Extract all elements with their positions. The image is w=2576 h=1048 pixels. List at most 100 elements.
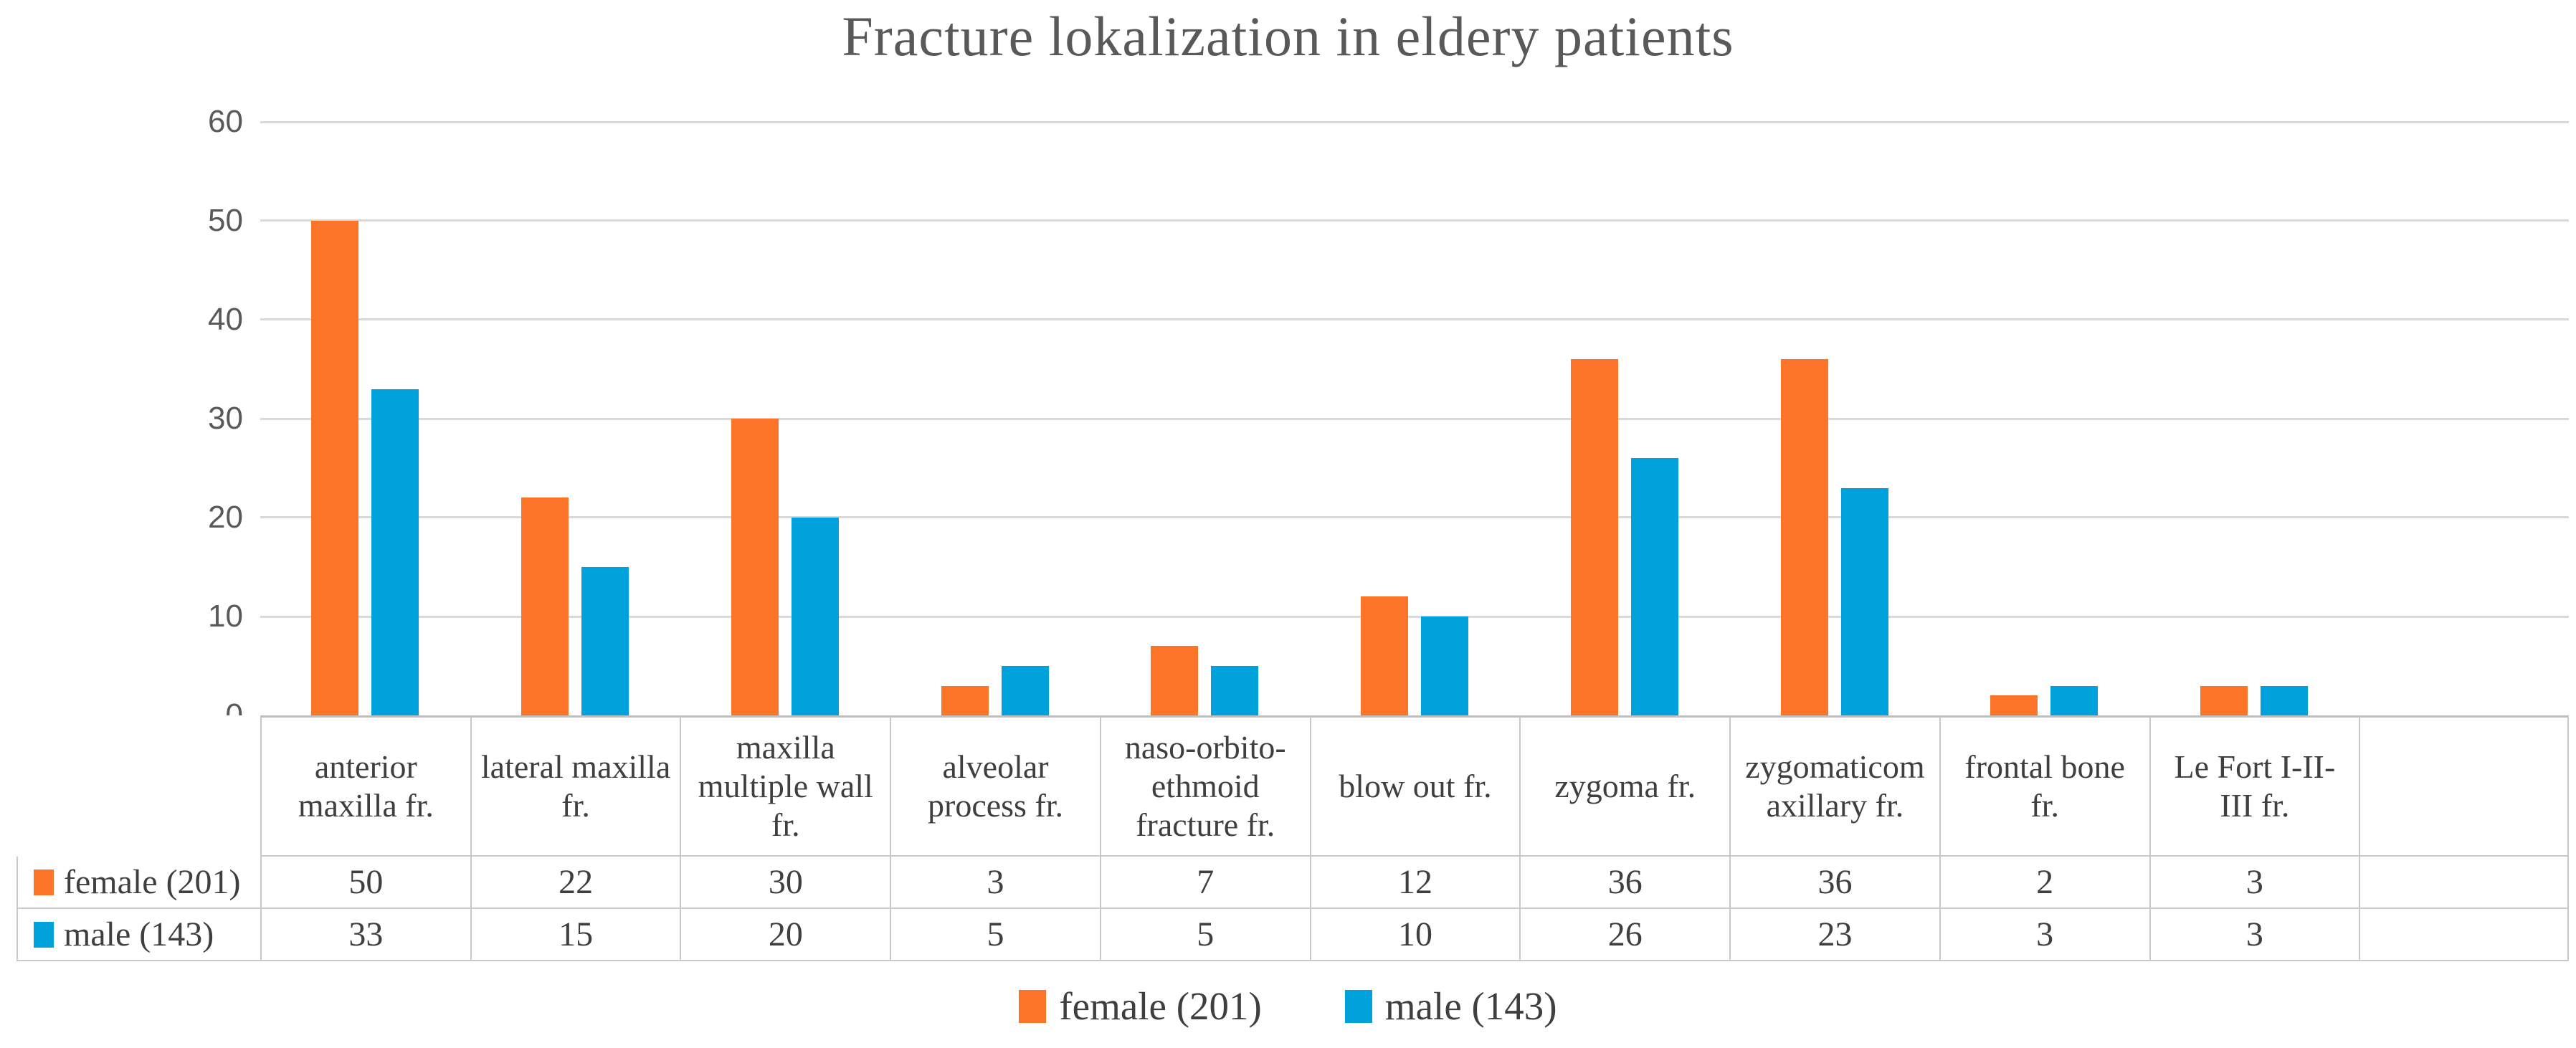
series-name-cell: female (201): [16, 857, 260, 909]
category-label-cell: alveolar process fr.: [890, 715, 1100, 857]
data-table: anterior maxilla fr. lateral maxilla fr. m…: [16, 715, 2569, 961]
category-column: [1729, 122, 1939, 715]
gridline-60: [260, 120, 2569, 123]
category-label-cell: Le Fort I-II- III fr.: [2149, 715, 2359, 857]
category-column: [890, 122, 1100, 715]
series-name-label: male (143): [64, 915, 214, 953]
table-value-cell: 12: [1309, 857, 1520, 909]
table-value-cell: [2359, 857, 2569, 909]
gridline-30: [260, 417, 2569, 420]
category-label-cell: frontal bone fr.: [1939, 715, 2149, 857]
y-axis-tick-label: 10: [208, 599, 243, 634]
bar-female-3: [731, 419, 779, 715]
gridline-50: [260, 219, 2569, 222]
category-label-cell: lateral maxilla fr.: [470, 715, 680, 857]
bar-female-1: [311, 221, 359, 715]
legend-item: male (143): [1344, 983, 1557, 1029]
y-axis-tick-label: 50: [208, 202, 243, 238]
table-corner-empty: [16, 715, 260, 857]
table-value-cell: 3: [2149, 857, 2359, 909]
bar-series-area: [260, 122, 2569, 715]
category-label-cell: [2359, 715, 2569, 857]
category-column: [2149, 122, 2359, 715]
series-name-label: female (201): [64, 863, 241, 901]
table-value-cell: 26: [1519, 909, 1730, 961]
legend-label: male (143): [1384, 984, 1557, 1028]
category-column: [470, 122, 680, 715]
bar-female-4: [941, 685, 989, 715]
bar-male-7: [1630, 458, 1678, 715]
category-column: [680, 122, 890, 715]
bar-male-8: [1840, 487, 1888, 715]
table-value-cell: 10: [1309, 909, 1520, 961]
bar-female-5: [1151, 646, 1199, 715]
table-value-cell: 15: [470, 909, 680, 961]
bar-male-5: [1211, 666, 1259, 715]
bar-pair: [1780, 122, 1888, 715]
bar-pair: [941, 122, 1049, 715]
gridline-10: [260, 615, 2569, 618]
bar-male-1: [371, 389, 419, 715]
y-axis-tick-label: 30: [208, 401, 243, 436]
category-column: [1310, 122, 1520, 715]
bar-pair: [1361, 122, 1469, 715]
table-value-cell: 22: [470, 857, 680, 909]
table-value-cell: 5: [1099, 909, 1310, 961]
table-value-cell: [2359, 909, 2569, 961]
category-label-cell: maxilla multiple wall fr.: [680, 715, 890, 857]
table-value-cell: 3: [1939, 909, 2149, 961]
table-value-cell: 20: [680, 909, 890, 961]
bar-female-10: [2200, 685, 2248, 715]
legend-swatch: [1344, 989, 1372, 1023]
table-value-cell: 5: [890, 909, 1100, 961]
table-value-cell: 36: [1519, 857, 1730, 909]
table-value-cell: 36: [1729, 857, 1939, 909]
plot-area: 0102030405060: [208, 104, 2569, 733]
series-key-swatch: [34, 869, 54, 895]
table-value-cell: 2: [1939, 857, 2149, 909]
bar-female-9: [1990, 695, 2038, 715]
table-value-cell: 3: [2149, 909, 2359, 961]
bar-male-6: [1421, 616, 1469, 715]
y-axis-tick-label: 60: [208, 104, 243, 139]
y-axis-tick-label: 40: [208, 301, 243, 337]
table-value-cell: 50: [260, 857, 470, 909]
bar-pair: [1990, 122, 2099, 715]
bar-pair: [731, 122, 839, 715]
table-value-cell: 3: [890, 857, 1100, 909]
series-name-cell: male (143): [16, 909, 260, 961]
gridline-20: [260, 516, 2569, 519]
bar-pair: [2200, 122, 2308, 715]
bar-female-2: [521, 497, 569, 715]
table-value-cell: 7: [1099, 857, 1310, 909]
bar-pair: [1570, 122, 1678, 715]
table-value-cell: 33: [260, 909, 470, 961]
table-value-cell: 23: [1729, 909, 1939, 961]
category-column: [2359, 122, 2569, 715]
bar-male-4: [1001, 666, 1049, 715]
category-label-cell: blow out fr.: [1309, 715, 1520, 857]
bar-male-3: [791, 518, 839, 715]
category-column: [1100, 122, 1310, 715]
bar-male-9: [2050, 685, 2099, 715]
gridline-40: [260, 318, 2569, 321]
chart-title: Fracture lokalization in eldery patients: [842, 5, 1734, 67]
category-label-cell: anterior maxilla fr.: [260, 715, 470, 857]
legend-item: female (201): [1019, 983, 1262, 1029]
bar-male-10: [2260, 685, 2308, 715]
bar-pair: [1151, 122, 1259, 715]
category-label-cell: naso-orbito- ethmoid fracture fr.: [1099, 715, 1310, 857]
category-label-cell: zygoma fr.: [1519, 715, 1730, 857]
category-column: [1519, 122, 1729, 715]
bar-female-7: [1570, 359, 1618, 715]
bar-pair: [521, 122, 629, 715]
bar-female-8: [1780, 359, 1828, 715]
legend-label: female (201): [1059, 984, 1262, 1028]
bar-pair: [311, 122, 419, 715]
legend-swatch: [1019, 989, 1047, 1023]
category-column: [1939, 122, 2149, 715]
series-key-swatch: [34, 921, 54, 948]
chart-legend: female (201) male (143): [0, 983, 2576, 1029]
table-value-cell: 30: [680, 857, 890, 909]
